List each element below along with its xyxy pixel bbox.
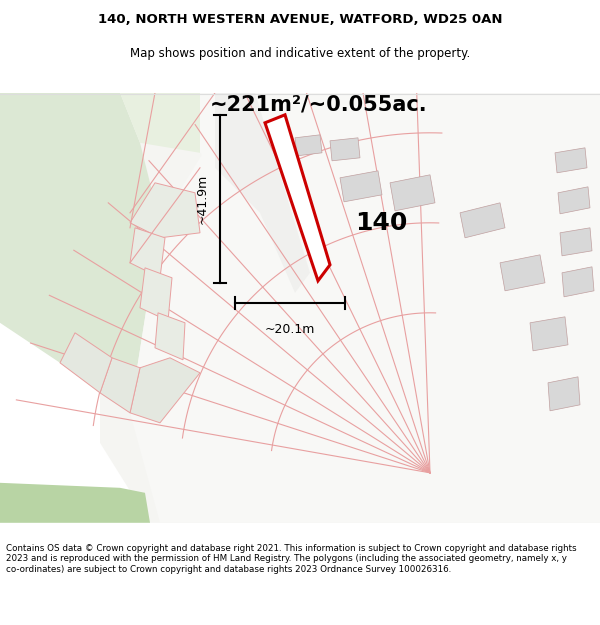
Polygon shape [555, 148, 587, 173]
Polygon shape [100, 92, 600, 522]
Polygon shape [130, 357, 200, 422]
Text: 140: 140 [355, 211, 407, 235]
Polygon shape [130, 228, 165, 278]
Polygon shape [130, 182, 200, 238]
Polygon shape [560, 228, 592, 256]
Text: 140, NORTH WESTERN AVENUE, WATFORD, WD25 0AN: 140, NORTH WESTERN AVENUE, WATFORD, WD25… [98, 13, 502, 26]
Polygon shape [562, 267, 594, 297]
Text: Contains OS data © Crown copyright and database right 2021. This information is : Contains OS data © Crown copyright and d… [6, 544, 577, 574]
Text: ~20.1m: ~20.1m [265, 322, 315, 336]
Polygon shape [460, 202, 505, 238]
Polygon shape [120, 92, 240, 152]
Polygon shape [558, 187, 590, 214]
Polygon shape [155, 312, 185, 360]
Polygon shape [265, 115, 330, 281]
Polygon shape [340, 171, 382, 202]
Polygon shape [548, 377, 580, 411]
Polygon shape [130, 92, 600, 522]
Text: ~41.9m: ~41.9m [196, 174, 209, 224]
Polygon shape [390, 175, 435, 211]
Polygon shape [60, 332, 112, 392]
Text: ~221m²/~0.055ac.: ~221m²/~0.055ac. [210, 95, 428, 115]
Polygon shape [140, 268, 172, 321]
Polygon shape [200, 92, 290, 202]
Polygon shape [295, 135, 322, 156]
Polygon shape [500, 255, 545, 291]
Polygon shape [330, 138, 360, 161]
Polygon shape [530, 317, 568, 351]
Polygon shape [0, 92, 160, 412]
Polygon shape [215, 92, 310, 292]
Polygon shape [0, 482, 150, 522]
Polygon shape [100, 357, 140, 412]
Text: Map shows position and indicative extent of the property.: Map shows position and indicative extent… [130, 47, 470, 60]
